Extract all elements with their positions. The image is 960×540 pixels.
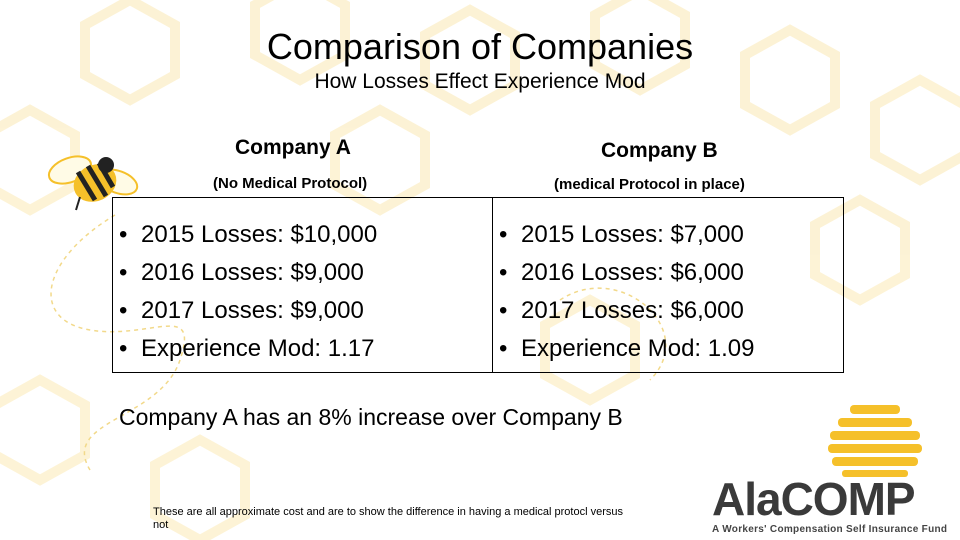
- summary-text: Company A has an 8% increase over Compan…: [119, 404, 623, 430]
- alacomp-logo: AlaCOMP A Workers' Compensation Self Ins…: [712, 476, 947, 535]
- list-item: • 2017 Losses: $9,000: [119, 297, 364, 324]
- company-a-box: • 2015 Losses: $10,000 • 2016 Losses: $9,0…: [112, 197, 493, 373]
- bee-icon: [47, 155, 139, 211]
- slide-subtitle: How Losses Effect Experience Mod: [314, 70, 646, 93]
- slide-title: Comparison of Companies: [266, 26, 694, 67]
- beehive-icon: [828, 405, 922, 477]
- company-a-heading: Company A: [235, 136, 351, 159]
- list-item: • 2016 Losses: $9,000: [119, 259, 364, 286]
- company-b-heading: Company B: [601, 139, 718, 162]
- logo-name: AlaCOMP: [712, 473, 916, 525]
- list-item: • Experience Mod: 1.09: [499, 335, 755, 362]
- list-item: • 2015 Losses: $10,000: [119, 221, 378, 248]
- company-a-list: • 2015 Losses: $10,000 • 2016 Losses: $9,0…: [119, 216, 377, 368]
- company-a-note: (No Medical Protocol): [213, 175, 368, 192]
- company-b-box: • 2015 Losses: $7,000 • 2016 Losses: $6,00…: [492, 197, 844, 373]
- list-item: • 2017 Losses: $6,000: [499, 297, 744, 324]
- list-item: • Experience Mod: 1.17: [119, 335, 375, 362]
- footnote: These are all approximate cost and are t…: [153, 506, 623, 531]
- list-item: • 2015 Losses: $7,000: [499, 221, 744, 248]
- logo-tagline: A Workers' Compensation Self Insurance F…: [712, 524, 948, 535]
- company-b-list: • 2015 Losses: $7,000 • 2016 Losses: $6,00…: [499, 216, 754, 368]
- list-item: • 2016 Losses: $6,000: [499, 259, 744, 286]
- company-b-note: (medical Protocol in place): [554, 176, 745, 193]
